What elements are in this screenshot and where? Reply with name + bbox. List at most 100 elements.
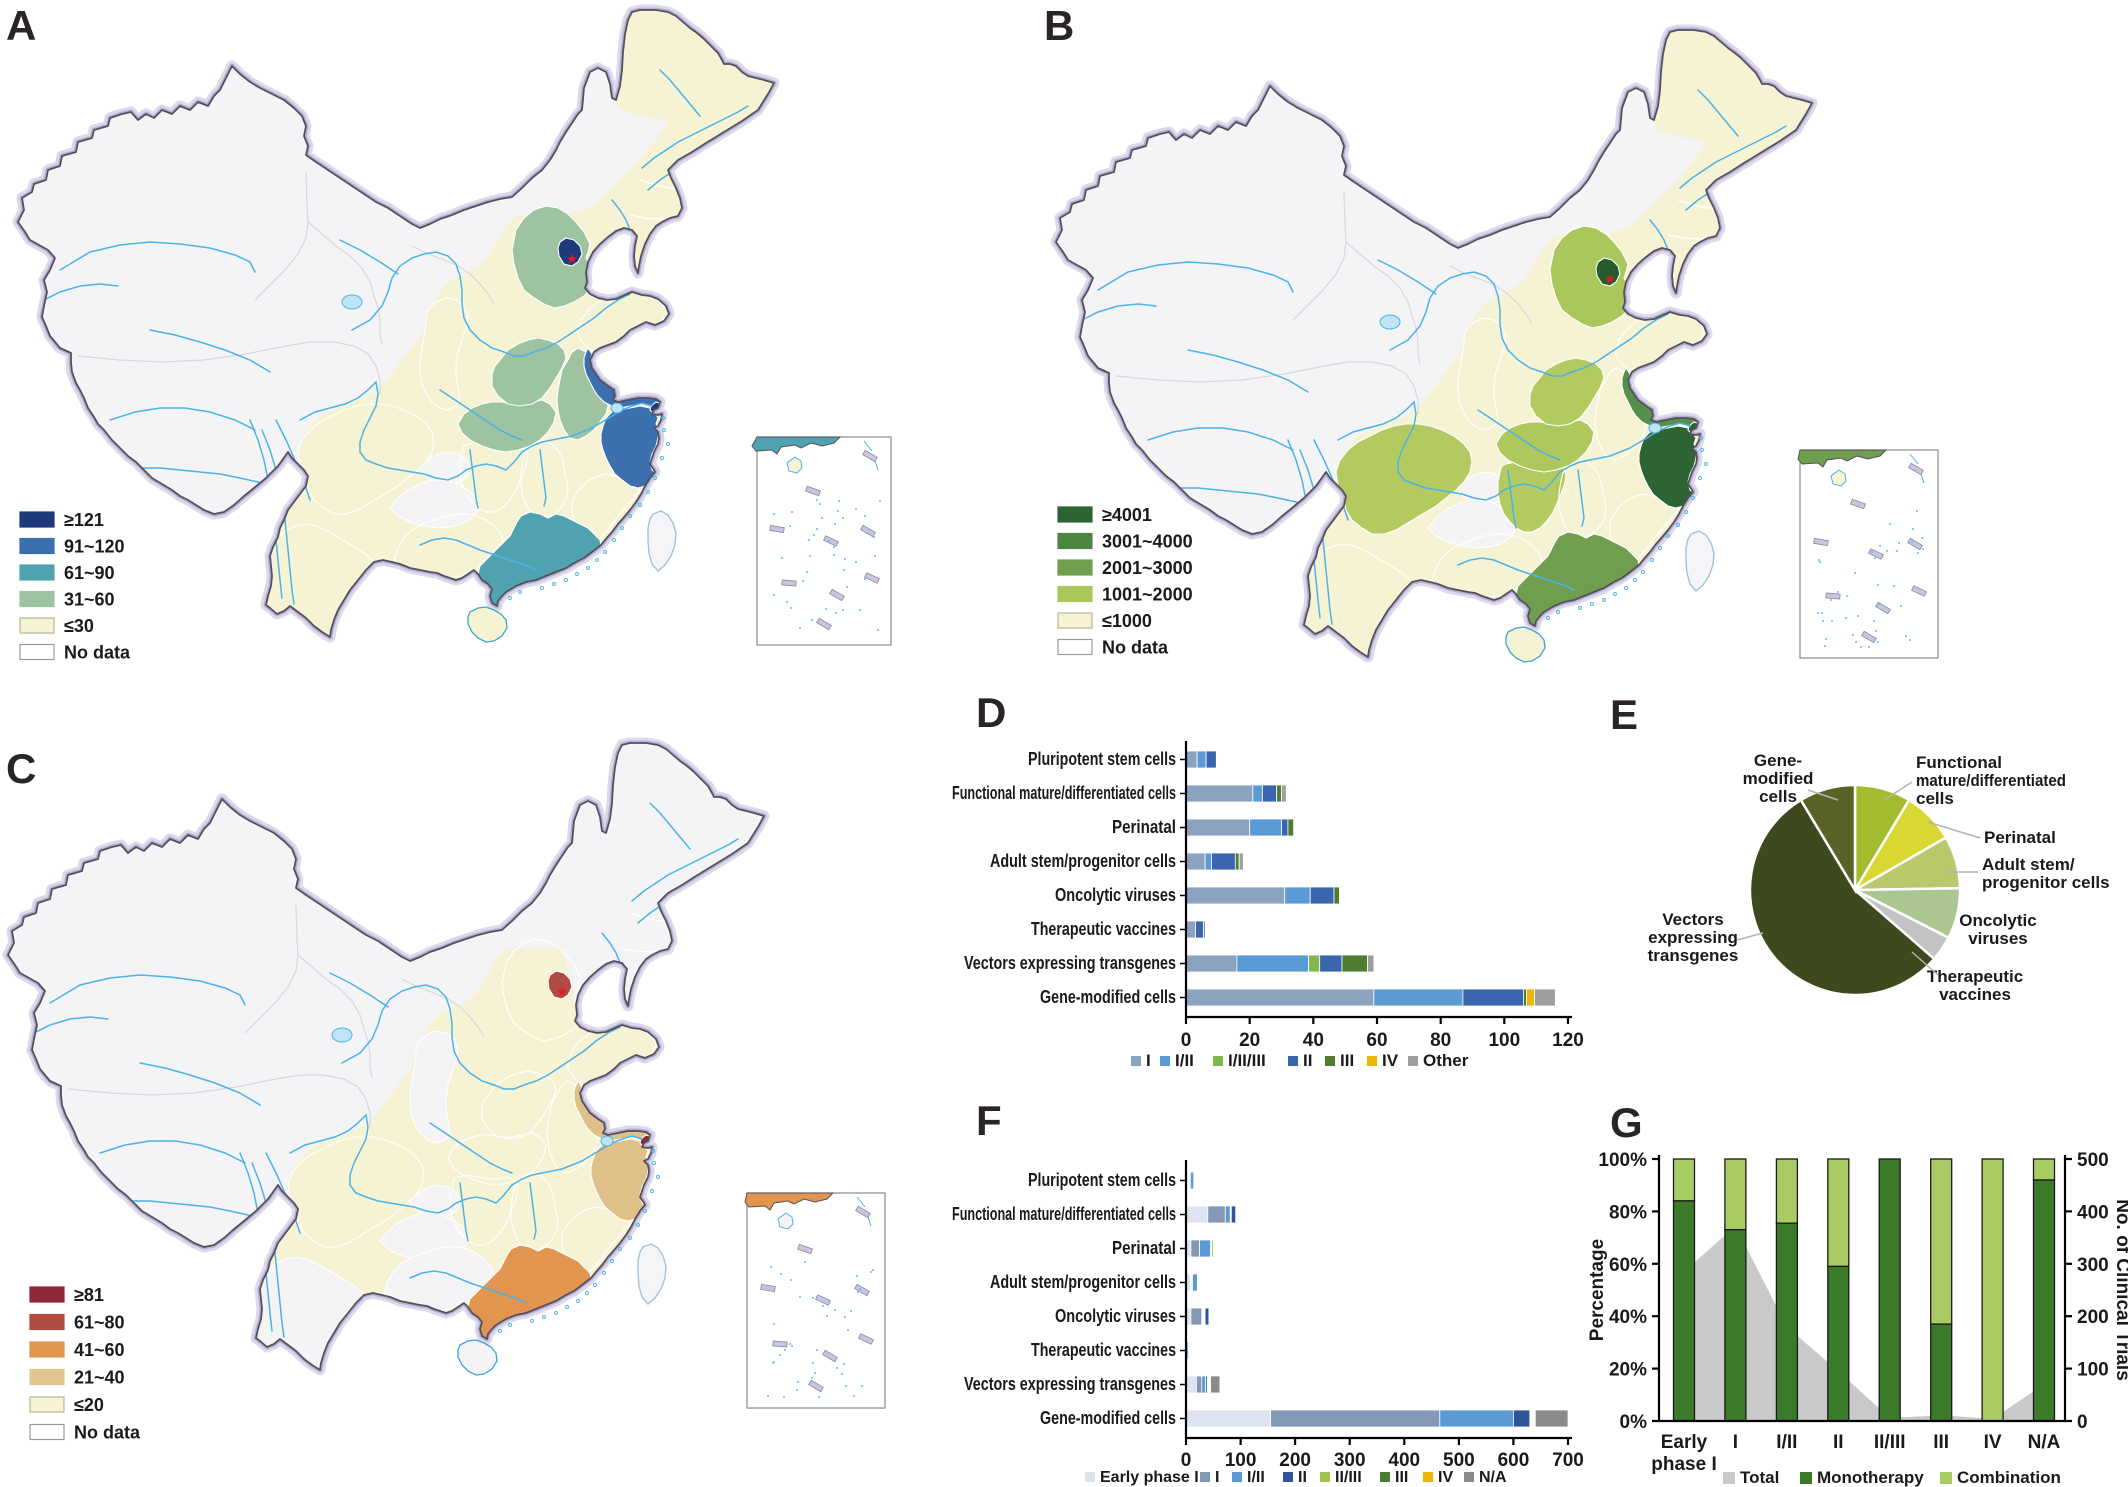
svg-text:100: 100: [1225, 1450, 1257, 1471]
svg-text:modified: modified: [1743, 769, 1814, 788]
svg-text:Vectors: Vectors: [1662, 910, 1723, 929]
svg-text:I: I: [1733, 1432, 1738, 1453]
svg-text:41~60: 41~60: [74, 1340, 125, 1360]
svg-text:21~40: 21~40: [74, 1368, 125, 1388]
svg-text:Functional mature/differentiat: Functional mature/differentiated cells: [952, 1204, 1176, 1224]
svg-text:80: 80: [1430, 1030, 1451, 1051]
svg-text:mature/differentiated: mature/differentiated: [1916, 771, 2066, 790]
svg-text:≥4001: ≥4001: [1102, 505, 1152, 525]
svg-text:20: 20: [1239, 1030, 1260, 1051]
svg-text:0%: 0%: [1620, 1412, 1648, 1433]
svg-text:200: 200: [1279, 1450, 1311, 1471]
svg-text:≤1000: ≤1000: [1102, 611, 1152, 631]
svg-text:Monotherapy: Monotherapy: [1817, 1468, 1924, 1487]
svg-text:Oncolytic viruses: Oncolytic viruses: [1055, 1306, 1176, 1326]
svg-text:Combination: Combination: [1957, 1468, 2061, 1487]
svg-text:120: 120: [1552, 1030, 1584, 1051]
svg-text:I/II/III: I/II/III: [1228, 1051, 1266, 1070]
svg-text:expressing: expressing: [1648, 928, 1738, 947]
svg-text:60%: 60%: [1609, 1255, 1647, 1276]
svg-text:cells: cells: [1916, 789, 1954, 808]
svg-text:IV: IV: [1382, 1051, 1399, 1070]
svg-text:3001~4000: 3001~4000: [1102, 532, 1193, 552]
svg-text:≥81: ≥81: [74, 1285, 104, 1305]
svg-text:Percentage: Percentage: [1587, 1239, 1608, 1341]
svg-text:Pluripotent stem cells: Pluripotent stem cells: [1028, 749, 1176, 769]
svg-text:Therapeutic vaccines: Therapeutic vaccines: [1031, 1340, 1176, 1360]
svg-text:31~60: 31~60: [64, 590, 115, 610]
svg-text:Functional: Functional: [1916, 753, 2002, 772]
svg-text:Oncolytic: Oncolytic: [1959, 911, 2036, 930]
svg-text:≥121: ≥121: [64, 510, 104, 530]
svg-text:0: 0: [1181, 1450, 1192, 1471]
svg-text:A: A: [6, 2, 36, 49]
svg-text:B: B: [1044, 2, 1074, 49]
svg-text:phase I: phase I: [1651, 1454, 1716, 1475]
svg-text:Therapeutic vaccines: Therapeutic vaccines: [1031, 919, 1176, 939]
svg-text:I: I: [1215, 1469, 1219, 1486]
svg-text:No data: No data: [64, 643, 131, 663]
svg-text:Adult stem/: Adult stem/: [1982, 855, 2075, 874]
svg-text:Vectors expressing transgenes: Vectors expressing transgenes: [964, 953, 1176, 973]
svg-text:No. of Clinical Trials: No. of Clinical Trials: [2112, 1199, 2128, 1381]
svg-text:E: E: [1610, 691, 1638, 738]
svg-text:No data: No data: [1102, 638, 1169, 658]
svg-text:0: 0: [1181, 1030, 1192, 1051]
svg-text:Early phase I: Early phase I: [1100, 1469, 1199, 1486]
svg-text:1001~2000: 1001~2000: [1102, 585, 1193, 605]
svg-text:III: III: [1340, 1051, 1354, 1070]
svg-text:II: II: [1303, 1051, 1312, 1070]
svg-text:G: G: [1610, 1099, 1643, 1146]
svg-text:80%: 80%: [1609, 1202, 1647, 1223]
svg-text:Adult stem/progenitor cells: Adult stem/progenitor cells: [990, 851, 1176, 871]
svg-text:Total: Total: [1740, 1468, 1779, 1487]
svg-text:400: 400: [1388, 1450, 1420, 1471]
svg-text:Therapeutic: Therapeutic: [1927, 967, 2023, 986]
svg-text:II/III: II/III: [1874, 1432, 1906, 1453]
svg-text:IV: IV: [1984, 1432, 2002, 1453]
svg-text:No data: No data: [74, 1423, 141, 1443]
svg-text:N/A: N/A: [2028, 1432, 2061, 1453]
svg-text:D: D: [976, 689, 1006, 736]
svg-text:C: C: [6, 745, 36, 792]
svg-text:transgenes: transgenes: [1648, 946, 1739, 965]
svg-text:500: 500: [1443, 1450, 1475, 1471]
svg-text:61~80: 61~80: [74, 1313, 125, 1333]
svg-text:II: II: [1298, 1469, 1307, 1486]
svg-text:600: 600: [1498, 1450, 1530, 1471]
svg-text:0: 0: [2077, 1412, 2088, 1433]
svg-text:Perinatal: Perinatal: [1984, 828, 2056, 847]
svg-text:Perinatal: Perinatal: [1112, 1238, 1176, 1258]
svg-text:vaccines: vaccines: [1939, 985, 2011, 1004]
svg-text:40%: 40%: [1609, 1307, 1647, 1328]
svg-text:Pluripotent stem cells: Pluripotent stem cells: [1028, 1170, 1176, 1190]
svg-text:F: F: [976, 1097, 1002, 1144]
svg-text:Perinatal: Perinatal: [1112, 817, 1176, 837]
svg-text:60: 60: [1366, 1030, 1387, 1051]
svg-text:Gene-modified cells: Gene-modified cells: [1040, 987, 1176, 1007]
svg-text:700: 700: [1552, 1450, 1584, 1471]
svg-text:40: 40: [1303, 1030, 1324, 1051]
svg-text:20%: 20%: [1609, 1360, 1647, 1381]
svg-text:61~90: 61~90: [64, 563, 115, 583]
svg-text:viruses: viruses: [1968, 929, 2028, 948]
svg-text:400: 400: [2077, 1202, 2109, 1223]
svg-text:Early: Early: [1661, 1432, 1708, 1453]
svg-text:500: 500: [2077, 1150, 2109, 1171]
svg-text:IV: IV: [1438, 1469, 1453, 1486]
svg-text:N/A: N/A: [1479, 1469, 1507, 1486]
svg-text:III: III: [1395, 1469, 1408, 1486]
svg-text:100: 100: [1488, 1030, 1520, 1051]
svg-text:III: III: [1933, 1432, 1949, 1453]
svg-text:Other: Other: [1423, 1051, 1469, 1070]
svg-text:Adult stem/progenitor cells: Adult stem/progenitor cells: [990, 1272, 1176, 1292]
svg-text:I: I: [1146, 1051, 1151, 1070]
svg-text:progenitor cells: progenitor cells: [1982, 873, 2110, 892]
svg-text:91~120: 91~120: [64, 537, 125, 557]
svg-text:≤20: ≤20: [74, 1395, 104, 1415]
svg-text:II: II: [1833, 1432, 1844, 1453]
svg-text:cells: cells: [1759, 787, 1797, 806]
svg-text:100: 100: [2077, 1360, 2109, 1381]
svg-text:I/II: I/II: [1175, 1051, 1194, 1070]
svg-text:2001~3000: 2001~3000: [1102, 558, 1193, 578]
